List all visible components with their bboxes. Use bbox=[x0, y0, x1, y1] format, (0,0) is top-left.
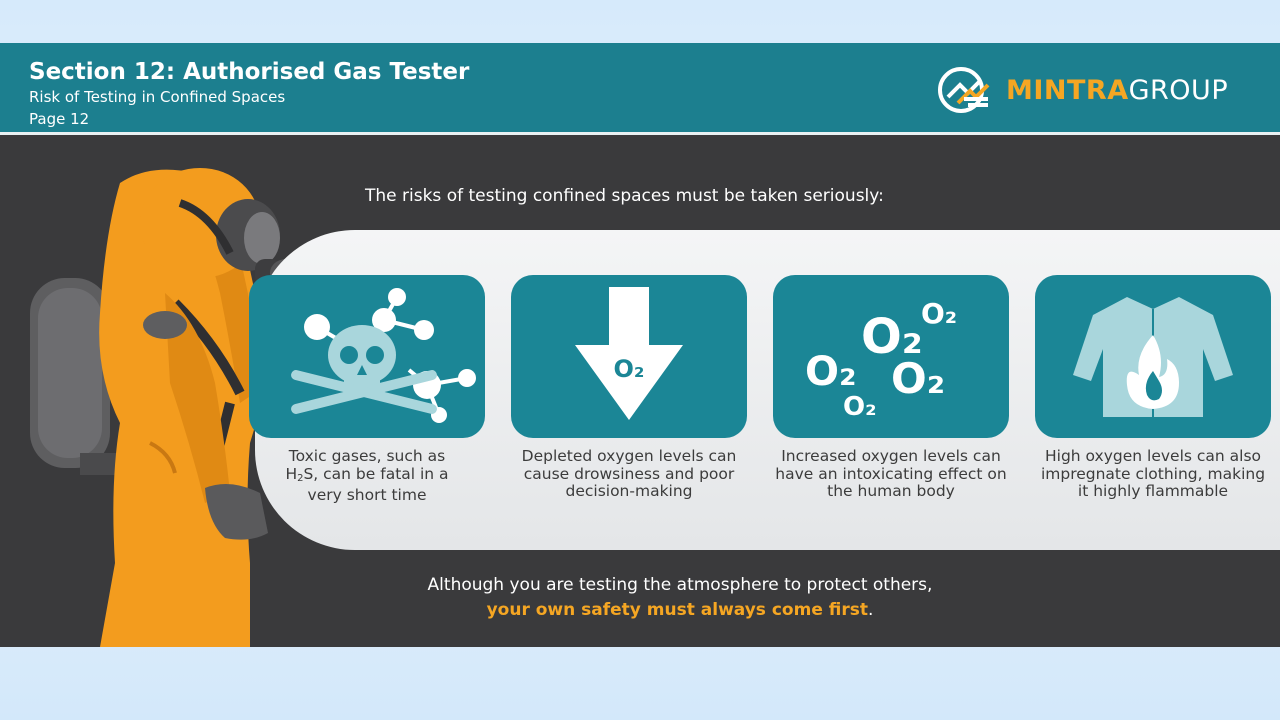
o2-label-large: O₂ bbox=[861, 309, 923, 365]
o2-molecules-icon: O₂ O₂ O₂ O₂ O₂ bbox=[805, 297, 957, 422]
card-flammable-caption: High oxygen levels can also impregnate c… bbox=[1040, 447, 1266, 500]
skull-crossbones-molecule-icon bbox=[291, 288, 476, 423]
card-flammable-clothing bbox=[1035, 275, 1271, 438]
section-title: Section 12: Authorised Gas Tester bbox=[29, 59, 470, 85]
burning-jacket-icon bbox=[1073, 297, 1233, 417]
mintra-logo-icon bbox=[938, 67, 990, 113]
o2-label-bottom: O₂ bbox=[843, 392, 877, 422]
hazmat-worker-illustration bbox=[30, 168, 302, 647]
card-toxic-caption: Toxic gases, such as H2S, can be fatal i… bbox=[285, 447, 449, 504]
o2-label-right: O₂ bbox=[891, 354, 945, 403]
section-subtitle: Risk of Testing in Confined Spaces bbox=[29, 88, 286, 106]
card-increased-oxygen: O₂ O₂ O₂ O₂ O₂ bbox=[773, 275, 1009, 438]
footer-line-1: Although you are testing the atmosphere … bbox=[427, 575, 933, 595]
o2-label-left: O₂ bbox=[805, 349, 857, 395]
card-increased-caption: Increased oxygen levels can have an into… bbox=[775, 447, 1007, 500]
card-depleted-caption: Depleted oxygen levels can cause drowsin… bbox=[521, 447, 737, 500]
o2-label-top: O₂ bbox=[921, 297, 957, 330]
page-number: Page 12 bbox=[29, 110, 90, 128]
down-arrow-o2-icon: O₂ bbox=[575, 287, 683, 420]
card-depleted-oxygen: O₂ bbox=[511, 275, 747, 438]
lead-text: The risks of testing confined spaces mus… bbox=[365, 186, 884, 206]
o2-label: O₂ bbox=[614, 355, 645, 383]
card-toxic-gases bbox=[249, 275, 485, 438]
slide-header: Section 12: Authorised Gas Tester Risk o… bbox=[0, 43, 1280, 135]
footer-line-2: your own safety must always come first. bbox=[486, 600, 874, 620]
logo-wordmark: MINTRAGROUP bbox=[1006, 74, 1229, 106]
slide: Section 12: Authorised Gas Tester Risk o… bbox=[0, 43, 1280, 647]
company-logo: MINTRAGROUP bbox=[938, 67, 1228, 113]
